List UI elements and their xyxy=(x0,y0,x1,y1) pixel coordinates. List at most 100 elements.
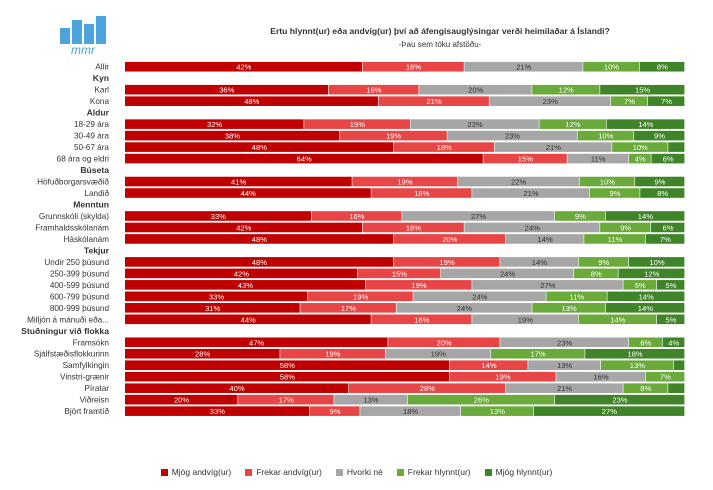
bar-segment xyxy=(441,268,574,279)
category-label: 400-599 þúsund xyxy=(50,281,110,290)
bar-segment xyxy=(490,348,585,359)
data-label: 10% xyxy=(633,143,648,152)
bar-segment xyxy=(532,84,600,95)
mmr-logo: mmr xyxy=(60,16,106,56)
data-label: 10% xyxy=(600,178,615,187)
legend-swatch xyxy=(396,468,404,476)
category-label: 50-67 ára xyxy=(74,143,109,152)
bar-segment xyxy=(472,280,623,290)
data-label: 19% xyxy=(325,350,340,359)
data-label: 19% xyxy=(350,120,365,129)
bar-segment xyxy=(589,188,640,198)
bar-segment xyxy=(584,234,646,244)
data-label: 24% xyxy=(525,223,540,232)
data-label: 11% xyxy=(570,292,585,301)
bar-segment xyxy=(388,337,500,348)
data-label: 10% xyxy=(604,63,619,72)
bar-segment xyxy=(623,383,668,393)
bar-segment xyxy=(623,280,657,290)
data-label: 12% xyxy=(644,269,659,278)
bar-segment xyxy=(125,314,371,325)
bar-segment xyxy=(461,406,534,416)
bar-segment xyxy=(125,61,362,72)
data-label: 15% xyxy=(518,155,533,164)
bar-segment xyxy=(605,211,685,221)
data-label: 7% xyxy=(661,97,672,106)
bar-segment xyxy=(500,257,578,267)
bar-segment xyxy=(472,188,590,198)
bar-segment xyxy=(578,257,629,267)
bar-segment xyxy=(328,84,419,95)
bar-segment xyxy=(125,188,371,198)
data-label: 19% xyxy=(518,315,533,324)
group-label: Tekjur xyxy=(84,245,110,255)
bar-segment xyxy=(449,360,528,371)
legend-label: Hvorki né xyxy=(346,467,383,477)
bar-segment xyxy=(673,360,685,371)
data-label: 21% xyxy=(557,384,572,393)
bar-segment xyxy=(578,314,657,325)
data-label: 14% xyxy=(638,212,653,221)
bar-segment xyxy=(334,394,408,405)
data-label: 11% xyxy=(608,235,623,244)
bar-segment xyxy=(125,303,300,313)
data-label: 19% xyxy=(495,373,510,382)
data-label: 19% xyxy=(397,178,412,187)
data-label: 28% xyxy=(195,350,210,359)
bar-segment xyxy=(125,176,352,187)
data-label: 6% xyxy=(663,155,674,164)
bar-segment xyxy=(125,257,394,267)
bar-segment xyxy=(554,394,685,405)
group-label: Stuðningur við flokka xyxy=(21,326,109,336)
data-label: 10% xyxy=(649,258,664,267)
bar-segment xyxy=(125,211,312,221)
bar-segment xyxy=(539,119,606,129)
bar-segment xyxy=(362,61,464,72)
bar-segment xyxy=(556,371,646,382)
data-label: 44% xyxy=(241,189,256,198)
data-label: 33% xyxy=(210,407,225,416)
data-label: 47% xyxy=(249,338,264,347)
data-label: 42% xyxy=(236,223,251,232)
data-label: 58% xyxy=(280,373,295,382)
bar-segment xyxy=(393,257,500,267)
bar-segment xyxy=(402,211,555,221)
data-label: 21% xyxy=(426,97,441,106)
data-label: 19% xyxy=(439,258,454,267)
category-label: Milljón á mánuði eða... xyxy=(27,314,109,324)
bar-segment xyxy=(300,303,396,313)
data-label: 4% xyxy=(635,155,646,164)
legend-item: Frekar andvíg(ur) xyxy=(245,467,322,477)
bar-segment xyxy=(307,291,413,302)
data-label: 9% xyxy=(330,407,341,416)
bar-segment xyxy=(125,406,310,416)
category-label: Viðreisn xyxy=(80,395,110,405)
bar-segment xyxy=(357,268,441,279)
data-label: 14% xyxy=(638,120,653,129)
data-label: 27% xyxy=(540,281,555,290)
data-label: 19% xyxy=(411,281,426,290)
bar-segment xyxy=(554,211,606,221)
bar-segment xyxy=(311,211,402,221)
category-label: 800-999 þúsund xyxy=(50,304,110,313)
bar-segment xyxy=(125,371,450,382)
bar-segment xyxy=(125,280,366,290)
bar-segment xyxy=(612,142,668,152)
bar-segment xyxy=(629,337,662,348)
bar-segment xyxy=(600,84,685,95)
data-label: 23% xyxy=(467,120,482,129)
data-label: 16% xyxy=(366,86,381,95)
data-label: 13% xyxy=(490,407,505,416)
data-label: 13% xyxy=(561,304,576,313)
bar-segment xyxy=(125,394,238,405)
category-label: Höfuðborgarsvæðið xyxy=(37,177,109,187)
bar-segment xyxy=(645,371,685,382)
data-label: 21% xyxy=(523,189,538,198)
category-label: Allir xyxy=(95,63,109,72)
bar-segment xyxy=(447,130,577,141)
bar-segment xyxy=(600,222,651,233)
bar-segment xyxy=(634,130,685,141)
data-label: 9% xyxy=(620,223,631,232)
data-label: 38% xyxy=(225,132,240,141)
data-label: 20% xyxy=(442,235,457,244)
